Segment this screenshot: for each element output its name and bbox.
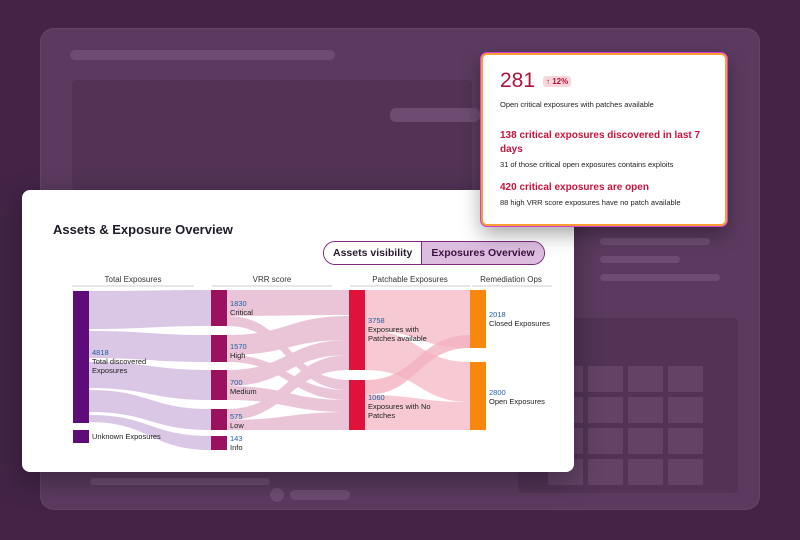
bg-cell (668, 366, 703, 392)
node-low-value: 575 (230, 412, 243, 421)
node-total-label-line2: Exposures (92, 366, 128, 375)
flow-low-nopatch (227, 412, 349, 430)
node-open-bar (470, 362, 486, 430)
bg-line (90, 478, 270, 485)
node-unknown-label: Unknown Exposures (92, 432, 161, 441)
open-highlight: 420 critical exposures are open (500, 182, 649, 193)
node-unknown-bar (73, 430, 89, 443)
column-header-vrr: VRR score (253, 275, 292, 284)
flow-patch-closed (365, 290, 470, 348)
bg-dot (270, 488, 284, 502)
sankey-chart: Total Exposures VRR score Patchable Expo… (72, 275, 552, 452)
node-no-patch-label-line1: Exposures with No (368, 402, 431, 411)
bg-line (600, 238, 710, 245)
node-high-label: High (230, 351, 245, 360)
flow-total-medium (89, 362, 211, 400)
flow-high-nopatch (227, 355, 349, 400)
discovered-highlight: 138 critical exposures discovered in las… (500, 130, 701, 155)
node-total-bar (73, 291, 89, 423)
flow-medium-patch (227, 340, 349, 386)
toggle-exposures-overview[interactable]: Exposures Overview (422, 242, 544, 264)
bg-cell (628, 459, 663, 485)
bg-cell (588, 428, 623, 454)
flow-critical-nopatch (227, 316, 349, 390)
toggle-assets-visibility[interactable]: Assets visibility (324, 242, 423, 264)
node-medium-label: Medium (230, 387, 257, 396)
flow-total-high (89, 331, 211, 362)
node-low-label: Low (230, 421, 244, 430)
node-critical-value: 1830 (230, 299, 247, 308)
node-total-value: 4818 (92, 348, 109, 357)
node-patch-available-label-line2: Patches available (368, 334, 427, 343)
open-detail: 88 high VRR score exposures have no patc… (500, 198, 681, 207)
node-open-value: 2800 (489, 388, 506, 397)
flow-medium-nopatch (227, 386, 349, 412)
bg-search (390, 108, 480, 122)
flow-high-patch (227, 316, 349, 355)
bg-title-bar (70, 50, 335, 60)
flows-total-to-vrr (89, 290, 211, 450)
node-high-value: 1570 (230, 342, 247, 351)
node-low-bar (211, 409, 227, 430)
bg-line (290, 490, 350, 500)
node-patch-available-label-line1: Exposures with (368, 325, 419, 334)
node-open-label: Open Exposures (489, 397, 545, 406)
node-patch-available-bar (349, 290, 365, 370)
column-header-total: Total Exposures (105, 275, 162, 284)
critical-exposures-popup: 281 ↑ 12% Open critical exposures with p… (481, 53, 727, 226)
node-high-bar (211, 335, 227, 362)
node-info-label: Info (230, 443, 243, 452)
node-info-bar (211, 436, 227, 450)
node-no-patch-label-line2: Patches (368, 411, 395, 420)
flow-nopatch-closed (365, 335, 470, 395)
bg-cell (628, 428, 663, 454)
bg-cell (668, 428, 703, 454)
open-critical-count: 281 (500, 69, 536, 92)
change-badge: ↑ 12% (543, 76, 572, 87)
node-no-patch-bar (349, 380, 365, 430)
assets-exposure-card: Assets & Exposure Overview Assets visibi… (22, 190, 574, 472)
bg-cell (588, 397, 623, 423)
flows-vrr-to-patchable (227, 290, 349, 430)
open-critical-count-label: Open critical exposures with patches ava… (500, 100, 654, 109)
bg-cell (668, 459, 703, 485)
bg-line (600, 274, 720, 281)
bg-cell (588, 459, 623, 485)
node-closed-label: Closed Exposures (489, 319, 550, 328)
column-header-patchable: Patchable Exposures (372, 275, 448, 284)
bg-cell (668, 397, 703, 423)
node-total-label-line1: Total discovered (92, 357, 146, 366)
node-closed-bar (470, 290, 486, 348)
flow-low-patch (227, 355, 349, 420)
bg-cell (588, 366, 623, 392)
node-medium-bar (211, 370, 227, 400)
view-toggle[interactable]: Assets visibility Exposures Overview (323, 241, 545, 265)
bg-line (600, 256, 680, 263)
node-critical-bar (211, 290, 227, 326)
bg-cell (628, 366, 663, 392)
node-medium-value: 700 (230, 378, 243, 387)
column-header-remediation: Remediation Ops (480, 275, 542, 284)
flows-patchable-to-remediation (365, 290, 470, 430)
node-critical-label: Critical (230, 308, 253, 317)
node-closed-value: 2018 (489, 310, 506, 319)
flow-nopatch-open (365, 395, 470, 430)
flow-critical-patch (227, 290, 349, 316)
flow-total-critical (89, 290, 211, 329)
flow-total-info (89, 415, 211, 450)
bg-chart-strip (100, 143, 460, 188)
card-title: Assets & Exposure Overview (53, 222, 233, 237)
flow-total-low (89, 390, 211, 430)
bg-cell (628, 397, 663, 423)
node-no-patch-value: 1060 (368, 393, 385, 402)
node-patch-available-value: 3758 (368, 316, 385, 325)
node-info-value: 143 (230, 434, 243, 443)
discovered-detail: 31 of those critical open exposures cont… (500, 160, 674, 169)
